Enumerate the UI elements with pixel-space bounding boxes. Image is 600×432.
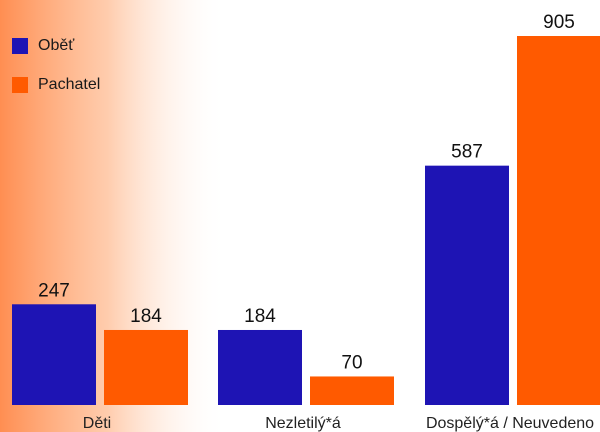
legend-item-obet: Oběť xyxy=(12,36,100,56)
bar-obet-1 xyxy=(218,329,302,405)
data-label-obet-0: 247 xyxy=(38,280,70,301)
category-label-0: Děti xyxy=(83,415,111,432)
bar-obet-2 xyxy=(425,165,509,405)
bar-pachatel-0 xyxy=(104,329,188,405)
bar-obet-0 xyxy=(12,304,96,405)
data-label-pachatel-0: 184 xyxy=(130,306,162,327)
category-label-1: Nezletilý*á xyxy=(265,415,341,432)
bar-pachatel-2 xyxy=(517,36,600,405)
data-label-pachatel-2: 905 xyxy=(543,12,575,33)
legend-swatch-obet xyxy=(12,38,28,54)
legend: Oběť Pachatel xyxy=(12,36,100,114)
category-label-2: Dospělý*á / Neuvedeno xyxy=(426,415,594,432)
data-label-pachatel-1: 70 xyxy=(341,352,362,373)
legend-label-pachatel: Pachatel xyxy=(38,76,101,93)
data-label-obet-2: 587 xyxy=(451,142,483,163)
legend-label-obet: Oběť xyxy=(38,37,75,54)
data-label-obet-1: 184 xyxy=(244,306,276,327)
legend-item-pachatel: Pachatel xyxy=(12,75,100,95)
legend-swatch-pachatel xyxy=(12,77,28,93)
bar-pachatel-1 xyxy=(310,376,394,405)
